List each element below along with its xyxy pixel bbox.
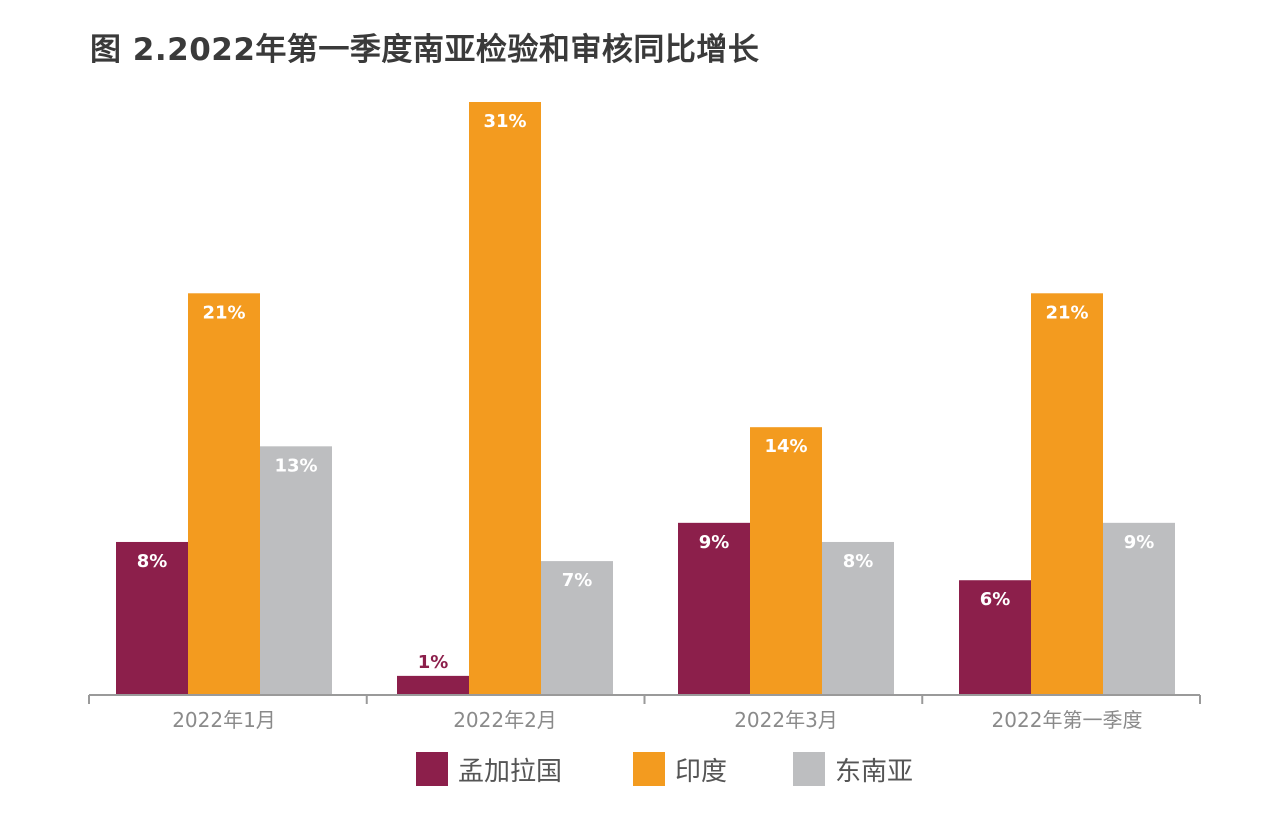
legend: 孟加拉国 印度 东南亚 bbox=[416, 752, 913, 787]
bar-value-label: 13% bbox=[274, 455, 317, 476]
bar-southeast-asia-2 bbox=[541, 561, 613, 695]
bar-india-3 bbox=[750, 427, 822, 695]
x-tick-label: 2022年3月 bbox=[734, 708, 838, 732]
legend-swatch-india bbox=[633, 752, 665, 786]
bar-india-2 bbox=[469, 102, 541, 695]
legend-swatch-bangladesh bbox=[416, 752, 448, 786]
legend-label-southeast-asia: 东南亚 bbox=[835, 757, 913, 787]
bar-southeast-asia-3 bbox=[822, 541, 894, 695]
bar-value-label: 31% bbox=[483, 111, 526, 132]
bar-labels-layer: 8% 21% 13% 1% 31% 7% 9% 14% 8% 6% 21% 9% bbox=[137, 111, 1155, 673]
bar-southeast-asia-1 bbox=[260, 446, 332, 695]
bar-bangladesh-4 bbox=[959, 580, 1031, 695]
chart-title: 图 2.2022年第一季度南亚检验和审核同比增长 bbox=[90, 32, 760, 68]
bar-value-label: 9% bbox=[699, 532, 730, 553]
bar-india-1 bbox=[188, 293, 260, 695]
bar-india-4 bbox=[1031, 293, 1103, 695]
bar-value-label: 14% bbox=[764, 436, 807, 457]
bar-bangladesh-3 bbox=[678, 522, 750, 695]
bar-value-label: 21% bbox=[1045, 302, 1088, 323]
bar-value-label: 8% bbox=[137, 551, 168, 572]
bar-value-label: 8% bbox=[843, 551, 874, 572]
x-tick-labels: 2022年1月 2022年2月 2022年3月 2022年第一季度 bbox=[172, 708, 1142, 732]
bar-value-label: 1% bbox=[418, 652, 449, 673]
bar-value-label: 6% bbox=[980, 589, 1011, 610]
x-axis bbox=[88, 694, 1201, 704]
bar-bangladesh-2 bbox=[397, 675, 469, 695]
legend-swatch-southeast-asia bbox=[793, 752, 825, 786]
bar-southeast-asia-4 bbox=[1103, 522, 1175, 695]
bar-value-label: 7% bbox=[562, 570, 593, 591]
legend-label-india: 印度 bbox=[675, 757, 727, 787]
bar-value-label: 9% bbox=[1124, 532, 1155, 553]
x-tick-label: 2022年2月 bbox=[453, 708, 557, 732]
legend-label-bangladesh: 孟加拉国 bbox=[458, 757, 562, 787]
x-tick-label: 2022年1月 bbox=[172, 708, 276, 732]
bar-bangladesh-1 bbox=[116, 541, 188, 695]
bar-value-label: 21% bbox=[202, 302, 245, 323]
x-tick-label: 2022年第一季度 bbox=[992, 708, 1143, 732]
bars-layer bbox=[116, 102, 1175, 695]
